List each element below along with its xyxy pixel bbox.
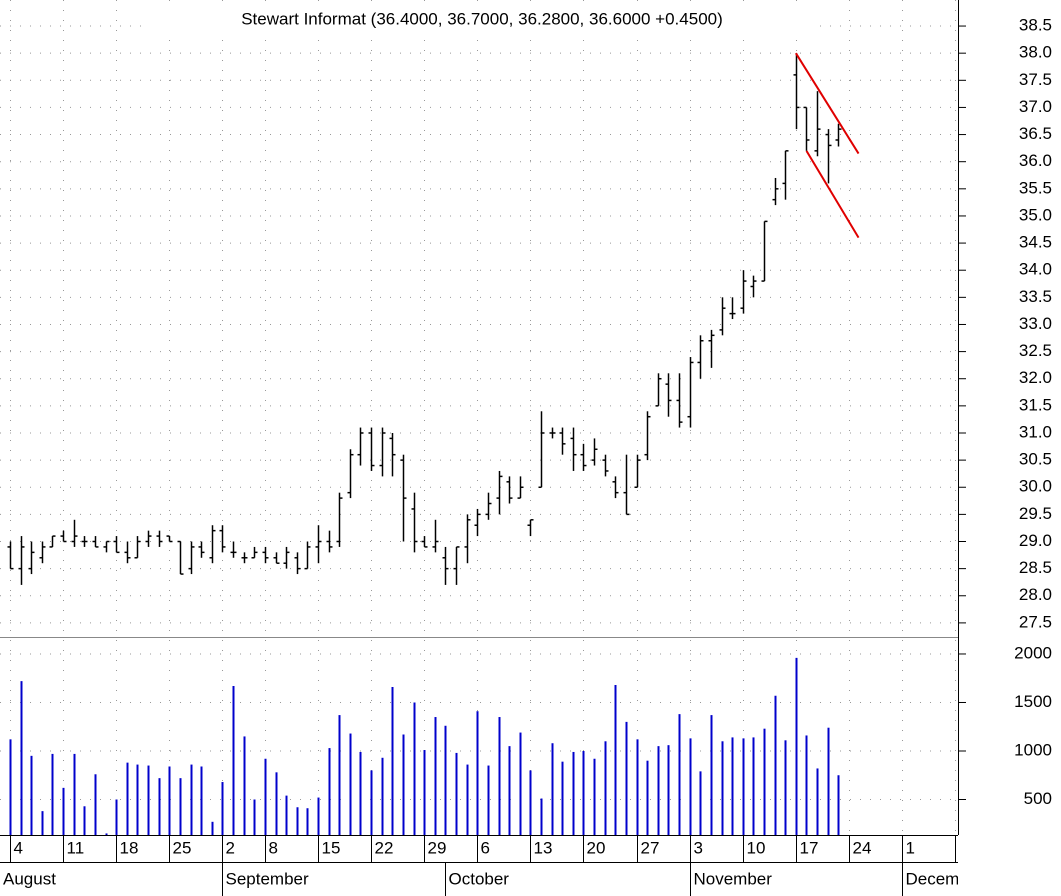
y2-tick-label: 500 (1024, 789, 1052, 808)
y-tick-label: 32.5 (1019, 341, 1052, 360)
y-tick-label: 31.0 (1019, 422, 1052, 441)
y-tick-label: 28.5 (1019, 558, 1052, 577)
month-label: November (694, 869, 773, 888)
x-tick-label: 27 (641, 838, 660, 857)
y-tick-label: 36.0 (1019, 151, 1052, 170)
y-tick-label: 29.0 (1019, 531, 1052, 550)
month-label: September (226, 869, 309, 888)
y-tick-label: 34.0 (1019, 260, 1052, 279)
y-tick-label: 38.0 (1019, 43, 1052, 62)
x-tick-label: 29 (428, 838, 447, 857)
y-tick-label: 37.0 (1019, 97, 1052, 116)
y-tick-label: 30.5 (1019, 450, 1052, 469)
title-bg (150, 6, 814, 32)
x-tick-label: 6 (481, 838, 490, 857)
month-label: December (906, 869, 985, 888)
y-tick-label: 33.5 (1019, 287, 1052, 306)
x-tick-label: 20 (587, 838, 606, 857)
x-tick-label: 25 (173, 838, 192, 857)
y-tick-label: 30.0 (1019, 477, 1052, 496)
y-tick-label: 27.5 (1019, 612, 1052, 631)
x-tick-label: 1 (906, 838, 915, 857)
y-tick-label: 33.0 (1019, 314, 1052, 333)
chart-title: Stewart Informat (36.4000, 36.7000, 36.2… (241, 9, 723, 28)
y-tick-label: 36.5 (1019, 124, 1052, 143)
y-tick-label: 38.5 (1019, 16, 1052, 35)
x-tick-label: 22 (375, 838, 394, 857)
y2-tick-label: 1000 (1014, 740, 1052, 759)
x-tick-label: 13 (534, 838, 553, 857)
y-tick-label: 37.5 (1019, 70, 1052, 89)
y-tick-label: 35.0 (1019, 205, 1052, 224)
x-tick-label: 3 (694, 838, 703, 857)
trendline (805, 150, 860, 239)
x-tick-label: 18 (120, 838, 139, 857)
x-tick-label: 17 (800, 838, 819, 857)
x-tick-label: 8 (269, 838, 278, 857)
y-tick-label: 29.5 (1019, 504, 1052, 523)
trendline (795, 52, 860, 155)
marks (7, 52, 860, 835)
axis-labels: 4111825281522296132027310172418AugustSep… (3, 835, 985, 896)
month-label: August (3, 869, 56, 888)
y-tick-label: 28.0 (1019, 585, 1052, 604)
x-tick-label: 15 (322, 838, 341, 857)
x-tick-label: 24 (853, 838, 872, 857)
x-tick-label: 11 (67, 838, 85, 857)
y2-tick-label: 1500 (1014, 692, 1052, 711)
y-tick-label: 31.5 (1019, 395, 1052, 414)
y-tick-label: 35.5 (1019, 178, 1052, 197)
y-tick-label: 32.0 (1019, 368, 1052, 387)
x-tick-label: 4 (14, 838, 23, 857)
x-tick-label: 2 (226, 838, 235, 857)
y2-tick-label: 2000 (1014, 643, 1052, 662)
y-tick-label: 34.5 (1019, 233, 1052, 252)
month-label: October (449, 869, 510, 888)
x-tick-label: 10 (747, 838, 766, 857)
